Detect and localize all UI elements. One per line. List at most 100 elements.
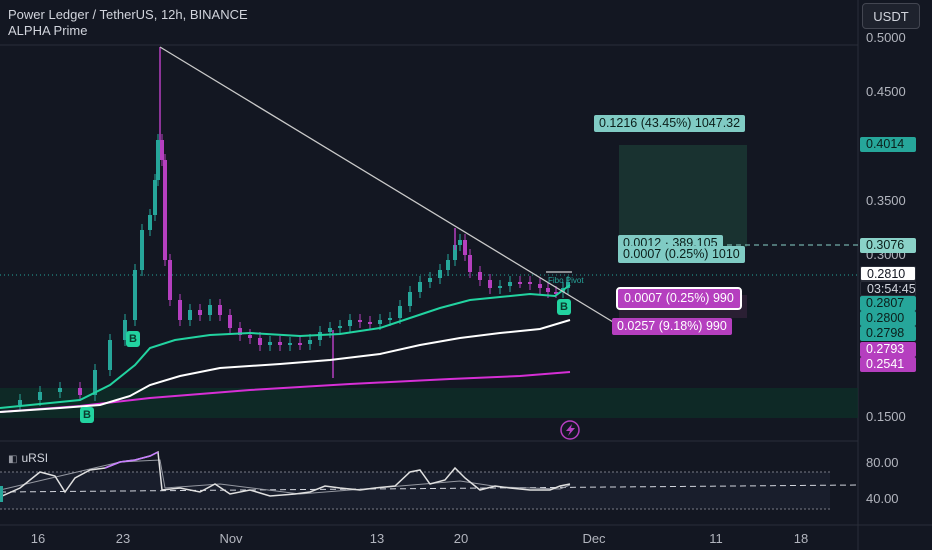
candle-body [338, 326, 342, 328]
date-tick: 18 [793, 531, 809, 546]
rsi-mid-dashed [0, 484, 859, 493]
candle-body [140, 230, 144, 270]
candle-body [348, 320, 352, 326]
date-tick: 20 [453, 531, 469, 546]
candle-body [518, 282, 522, 284]
candle-body [378, 320, 382, 324]
rsi-line [0, 450, 571, 498]
candle-body [248, 335, 252, 338]
candle-body [148, 215, 152, 230]
candle-body [428, 278, 432, 282]
candle-body [198, 310, 202, 315]
candle-body [398, 306, 402, 318]
date-tick: 16 [30, 531, 46, 546]
candle-body [554, 292, 558, 294]
currency-button[interactable]: USDT [862, 3, 920, 29]
candle-body [458, 240, 462, 245]
candle-body [508, 282, 512, 286]
target-price-badge: 0.4014 [860, 137, 916, 152]
candle-body [258, 338, 262, 345]
ema-price-badge: 0.2807 [860, 296, 916, 311]
candle-body [528, 282, 532, 284]
ema-price-badge: 0.2793 [860, 342, 916, 357]
candle-body [446, 260, 450, 270]
candle-body [328, 328, 332, 332]
stop-label[interactable]: 0.0257 (9.18%) 990 [612, 318, 732, 335]
buy-marker[interactable]: B [80, 407, 94, 423]
buy-marker[interactable]: B [557, 299, 571, 315]
candle-body [133, 270, 137, 320]
ema-price-badge: 0.2541 [860, 357, 916, 372]
date-tick: 23 [115, 531, 131, 546]
candle-body [78, 388, 82, 395]
rsi-tick: 40.00 [866, 491, 899, 506]
tp-small-label[interactable]: 0.0007 (0.25%) 1010 [618, 246, 745, 263]
candle-body [238, 328, 242, 335]
support-zone [0, 388, 858, 418]
candle-body [358, 320, 362, 322]
ema-price-badge: 0.2800 [860, 311, 916, 326]
candle-body [546, 288, 550, 292]
price-tick: 0.3500 [866, 193, 906, 208]
price-tick: 0.4500 [866, 84, 906, 99]
ema-mid-line [0, 319, 571, 413]
candle-body [58, 388, 62, 392]
candle-body [268, 342, 272, 345]
candle-body [228, 315, 232, 328]
candle-body [208, 305, 212, 315]
buy-marker[interactable]: B [126, 331, 140, 347]
stop-small-label[interactable]: 0.0007 (0.25%) 990 [616, 287, 742, 310]
candle-body [463, 240, 467, 255]
ema-fast-line [0, 284, 571, 409]
candle-body [566, 282, 570, 288]
candle-body [93, 370, 97, 395]
bar-countdown: 03:54:45 [860, 281, 916, 296]
candle-body [188, 310, 192, 320]
candle-body [488, 280, 492, 288]
rsi-tick: 80.00 [866, 455, 899, 470]
candle-body [178, 300, 182, 320]
candle-body [368, 322, 372, 324]
rsi-band [0, 472, 830, 509]
symbol-title[interactable]: Power Ledger / TetherUS, 12h, BINANCE [8, 7, 248, 22]
indicator-name[interactable]: ALPHA Prime [8, 23, 88, 38]
target-label[interactable]: 0.1216 (43.45%) 1047.32 [594, 115, 746, 132]
target-zone[interactable] [619, 145, 747, 247]
price-tick: 0.5000 [866, 30, 906, 45]
rsi-overbought-highlight [104, 451, 159, 469]
level-price-badge: 0.3076 [860, 238, 916, 253]
candle-body [168, 260, 172, 300]
candle-body [388, 318, 392, 320]
last-price-badge: 0.2810 [860, 266, 916, 281]
date-tick: 13 [369, 531, 385, 546]
candle-body [418, 282, 422, 292]
candle-body [163, 160, 167, 260]
candle-body [18, 400, 22, 405]
candle-body [468, 255, 472, 272]
rsi-level-tag [0, 486, 3, 502]
date-tick: Dec [582, 531, 606, 546]
rsi-indicator-label[interactable]: uRSI [21, 451, 49, 465]
pane-toggle-icon[interactable]: ◧ [8, 454, 18, 465]
candle-body [538, 284, 542, 288]
date-tick: Nov [219, 531, 243, 546]
candle-body [438, 270, 442, 278]
candle-body [123, 320, 127, 340]
candle-body [218, 305, 222, 315]
rsi-pane-title[interactable]: ◧ uRSI [8, 451, 48, 465]
lightning-icon[interactable] [560, 420, 580, 440]
ema-price-badge: 0.2798 [860, 326, 916, 341]
candle-body [498, 286, 502, 288]
candle-body [160, 140, 164, 160]
candle-body [408, 292, 412, 306]
candle-body [298, 343, 302, 345]
candle-body [156, 140, 160, 180]
candle-body [308, 340, 312, 344]
pivot-label: Fibo Pivot [548, 276, 584, 285]
candle-body [288, 343, 292, 345]
candle-body [153, 180, 157, 215]
descending-trendline[interactable] [159, 46, 619, 326]
candle-body [108, 340, 112, 370]
candle-body [453, 245, 457, 260]
